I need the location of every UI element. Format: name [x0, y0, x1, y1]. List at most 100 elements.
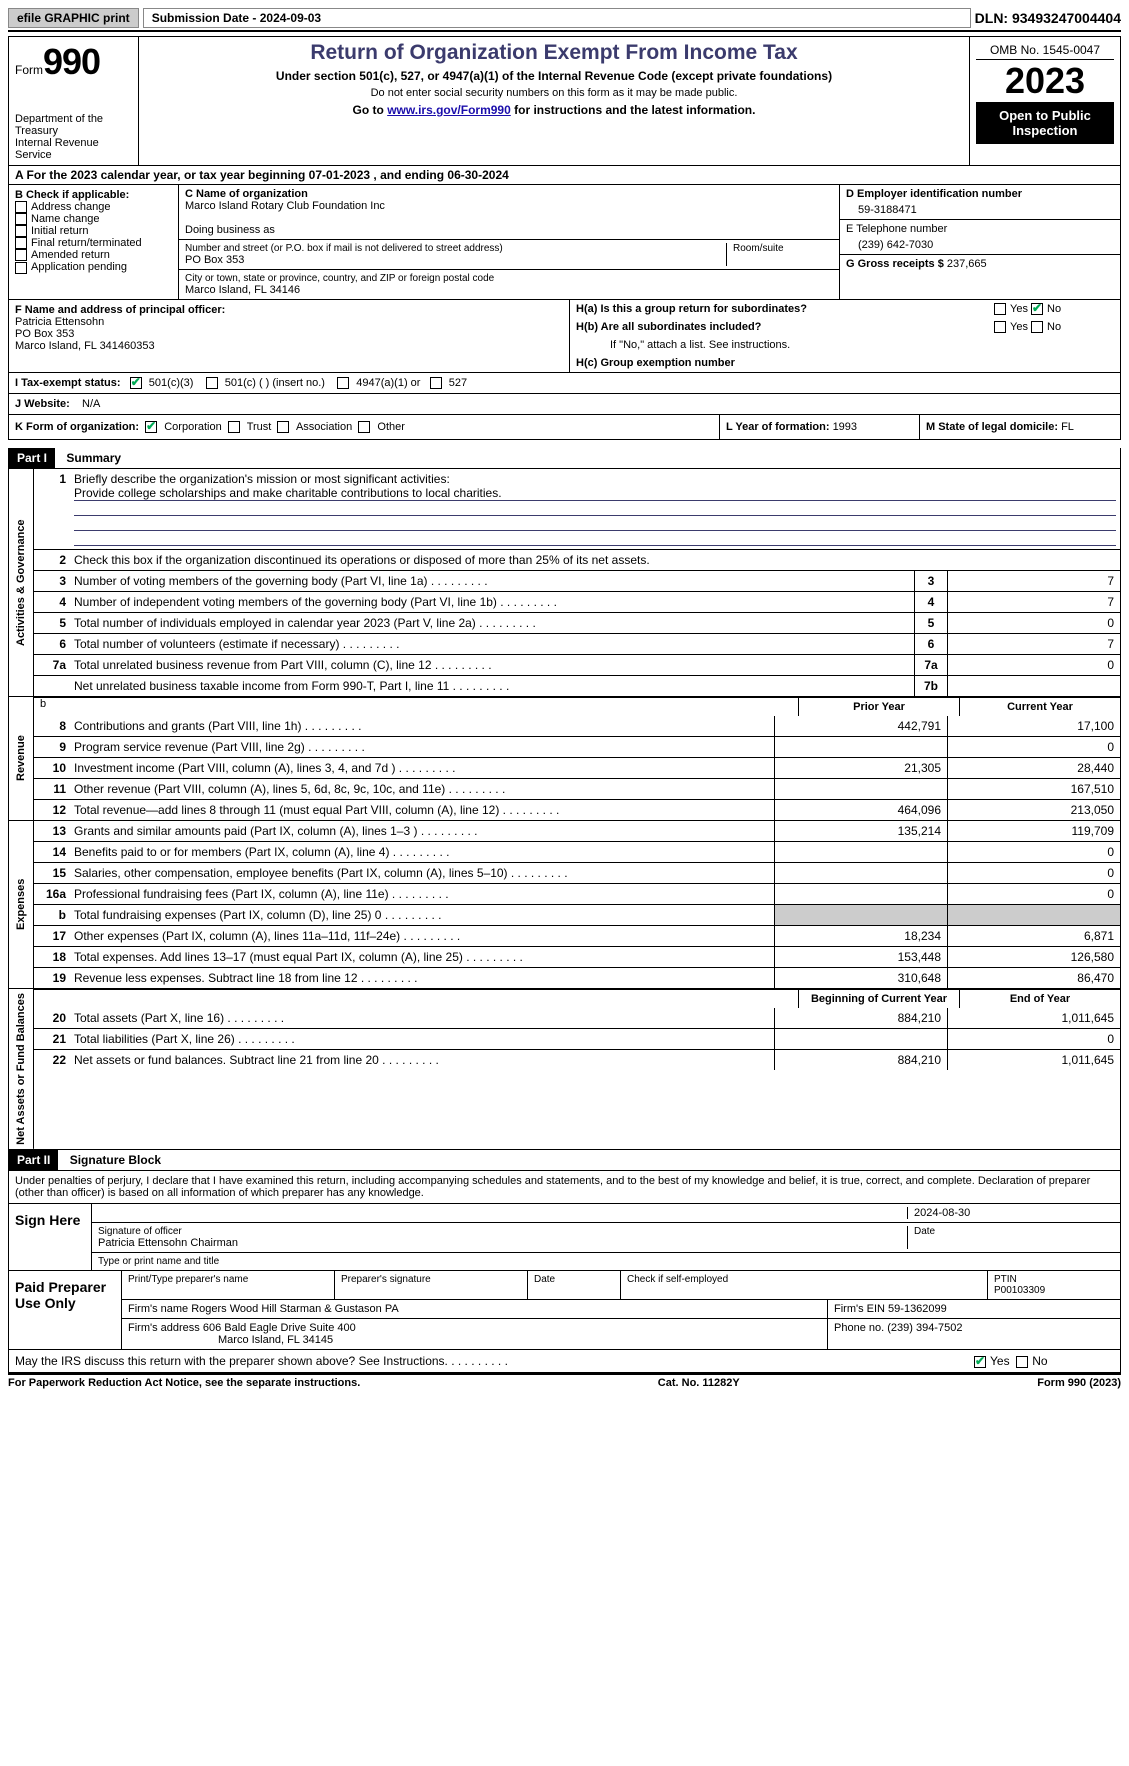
- vlabel-revenue: Revenue: [9, 697, 34, 820]
- table-row: 20Total assets (Part X, line 16)884,2101…: [34, 1008, 1120, 1028]
- officer-name: Patricia Ettensohn Chairman: [98, 1237, 907, 1249]
- vlabel-netassets: Net Assets or Fund Balances: [9, 989, 34, 1149]
- discuss-no-checkbox[interactable]: [1016, 1356, 1028, 1368]
- form-word: Form: [15, 63, 43, 77]
- vlabel-governance: Activities & Governance: [9, 469, 34, 696]
- h-b-label: H(b) Are all subordinates included?: [576, 321, 994, 333]
- sig-officer-label: Signature of officer: [98, 1226, 907, 1237]
- boxb-item: Initial return: [15, 225, 172, 237]
- k-trust-checkbox[interactable]: [228, 421, 240, 433]
- sign-here-block: Sign Here 2024-08-30 Signature of office…: [8, 1204, 1121, 1271]
- h-b-note: If "No," attach a list. See instructions…: [570, 336, 1120, 354]
- city-value: Marco Island, FL 34146: [185, 284, 833, 296]
- i-501c3-checkbox[interactable]: [130, 377, 142, 389]
- table-row: 14Benefits paid to or for members (Part …: [34, 841, 1120, 862]
- entity-block: B Check if applicable: Address changeNam…: [8, 185, 1121, 300]
- discuss-row: May the IRS discuss this return with the…: [8, 1350, 1121, 1373]
- boxb-item: Application pending: [15, 261, 172, 273]
- ha-yes-checkbox[interactable]: [994, 303, 1006, 315]
- box-c: C Name of organization Marco Island Rota…: [179, 185, 840, 299]
- paid-preparer-block: Paid Preparer Use Only Print/Type prepar…: [8, 1271, 1121, 1350]
- top-bar: efile GRAPHIC print Submission Date - 20…: [8, 8, 1121, 32]
- i-501c-checkbox[interactable]: [206, 377, 218, 389]
- boxb-checkbox[interactable]: [15, 249, 27, 261]
- table-row: 19Revenue less expenses. Subtract line 1…: [34, 967, 1120, 988]
- table-row: 13Grants and similar amounts paid (Part …: [34, 821, 1120, 841]
- k-other-checkbox[interactable]: [358, 421, 370, 433]
- summary-revenue: Revenue bPrior YearCurrent Year 8Contrib…: [8, 697, 1121, 821]
- l3-label: Number of voting members of the governin…: [70, 571, 914, 591]
- hb-no-checkbox[interactable]: [1031, 321, 1043, 333]
- box-d-e-g: D Employer identification number 59-3188…: [840, 185, 1120, 299]
- table-row: 21Total liabilities (Part X, line 26)0: [34, 1028, 1120, 1049]
- i-527-checkbox[interactable]: [430, 377, 442, 389]
- boxb-checkbox[interactable]: [15, 237, 27, 249]
- paid-prep-label: Paid Preparer Use Only: [9, 1271, 122, 1349]
- k-assoc-checkbox[interactable]: [277, 421, 289, 433]
- i-4947-checkbox[interactable]: [337, 377, 349, 389]
- table-row: 18Total expenses. Add lines 13–17 (must …: [34, 946, 1120, 967]
- table-row: 15Salaries, other compensation, employee…: [34, 862, 1120, 883]
- ptin-value: P00103309: [994, 1285, 1114, 1296]
- omb-number: OMB No. 1545-0047: [976, 41, 1114, 60]
- boxb-item: Amended return: [15, 249, 172, 261]
- prep-phone: (239) 394-7502: [887, 1322, 962, 1334]
- table-row: 16aProfessional fundraising fees (Part I…: [34, 883, 1120, 904]
- boxb-checkbox[interactable]: [15, 225, 27, 237]
- table-row: 11Other revenue (Part VIII, column (A), …: [34, 778, 1120, 799]
- summary-governance: Activities & Governance 1 Briefly descri…: [8, 469, 1121, 697]
- table-row: 10Investment income (Part VIII, column (…: [34, 757, 1120, 778]
- l2-label: Check this box if the organization disco…: [70, 550, 1120, 570]
- phone-label: E Telephone number: [846, 223, 1114, 235]
- summary-netassets: Net Assets or Fund Balances Beginning of…: [8, 989, 1121, 1150]
- footer: For Paperwork Reduction Act Notice, see …: [8, 1373, 1121, 1389]
- irs-link[interactable]: www.irs.gov/Form990: [387, 103, 511, 117]
- form-header: Form990 Department of the Treasury Inter…: [8, 36, 1121, 166]
- phone-value: (239) 642-7030: [846, 235, 1114, 251]
- perjury-text: Under penalties of perjury, I declare th…: [8, 1171, 1121, 1204]
- boxb-item: Final return/terminated: [15, 237, 172, 249]
- row-f-h: F Name and address of principal officer:…: [8, 300, 1121, 373]
- form-title: Return of Organization Exempt From Incom…: [145, 41, 963, 65]
- firm-name: Rogers Wood Hill Starman & Gustason PA: [191, 1303, 398, 1315]
- part-ii-header: Part II Signature Block: [8, 1150, 1121, 1171]
- dba-label: Doing business as: [185, 224, 833, 236]
- table-row: 17Other expenses (Part IX, column (A), l…: [34, 925, 1120, 946]
- sig-date: 2024-08-30: [907, 1207, 1114, 1219]
- sign-here-label: Sign Here: [9, 1204, 92, 1270]
- form-subtitle: Under section 501(c), 527, or 4947(a)(1)…: [145, 69, 963, 83]
- box-h: H(a) Is this a group return for subordin…: [570, 300, 1120, 372]
- table-row: 22Net assets or fund balances. Subtract …: [34, 1049, 1120, 1070]
- hb-yes-checkbox[interactable]: [994, 321, 1006, 333]
- efile-print-button[interactable]: efile GRAPHIC print: [8, 8, 139, 28]
- box-f: F Name and address of principal officer:…: [9, 300, 570, 372]
- boxb-checkbox[interactable]: [15, 213, 27, 225]
- vlabel-expenses: Expenses: [9, 821, 34, 988]
- box-b: B Check if applicable: Address changeNam…: [9, 185, 179, 299]
- boxb-item: Address change: [15, 201, 172, 213]
- table-row: 8Contributions and grants (Part VIII, li…: [34, 716, 1120, 736]
- ein-label: D Employer identification number: [846, 188, 1114, 200]
- discuss-yes-checkbox[interactable]: [974, 1356, 986, 1368]
- boxb-checkbox[interactable]: [15, 201, 27, 213]
- l3-value: 7: [947, 571, 1120, 591]
- table-row: 9Program service revenue (Part VIII, lin…: [34, 736, 1120, 757]
- table-row: bTotal fundraising expenses (Part IX, co…: [34, 904, 1120, 925]
- firm-ein: 59-1362099: [888, 1303, 947, 1315]
- row-a-period: A For the 2023 calendar year, or tax yea…: [8, 166, 1121, 185]
- submission-date: Submission Date - 2024-09-03: [143, 8, 971, 28]
- row-k-l-m: K Form of organization: Corporation Trus…: [8, 415, 1121, 440]
- row-j: J Website: N/A: [8, 394, 1121, 415]
- boxb-item: Name change: [15, 213, 172, 225]
- type-label: Type or print name and title: [92, 1253, 1120, 1270]
- k-corp-checkbox[interactable]: [145, 421, 157, 433]
- form-note: Do not enter social security numbers on …: [145, 87, 963, 99]
- l1-label: Briefly describe the organization's miss…: [74, 472, 450, 486]
- boxb-checkbox[interactable]: [15, 262, 27, 274]
- street-value: PO Box 353: [185, 254, 726, 266]
- row-i: I Tax-exempt status: 501(c)(3) 501(c) ( …: [8, 373, 1121, 394]
- ha-no-checkbox[interactable]: [1031, 303, 1043, 315]
- h-c-label: H(c) Group exemption number: [570, 354, 1120, 372]
- city-label: City or town, state or province, country…: [185, 273, 833, 284]
- summary-expenses: Expenses 13Grants and similar amounts pa…: [8, 821, 1121, 989]
